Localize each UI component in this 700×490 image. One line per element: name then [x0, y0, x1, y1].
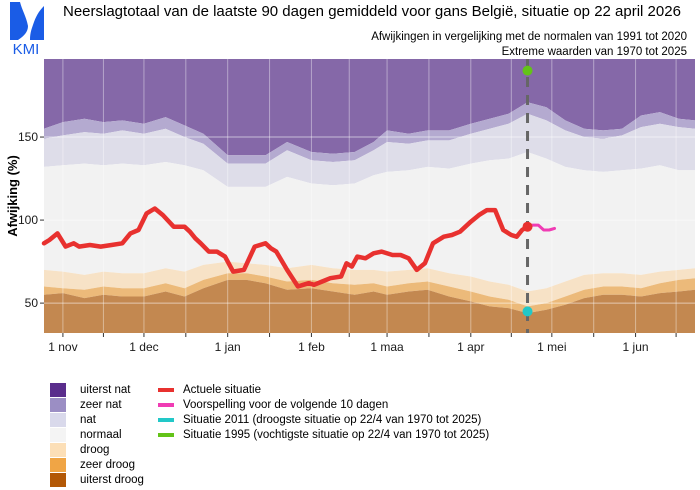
band-nat	[44, 113, 695, 187]
legend-label: normaal	[80, 428, 122, 441]
legend-label: Actuele situatie	[183, 383, 261, 396]
point-situatie-1995	[522, 65, 533, 76]
legend-label: zeer nat	[80, 398, 122, 411]
chart-subtitle-extremes: Extreme waarden van 1970 tot 2025	[501, 46, 687, 58]
point-situatie-2011	[522, 306, 533, 317]
legend-item: zeer droog	[50, 457, 144, 472]
band-normaal	[44, 152, 695, 292]
axes-layer: 50 100 150 1 nov 1 dec 1 jan 1 feb 1 maa 1 apr 1 …	[18, 130, 677, 354]
legend-swatch	[50, 457, 66, 472]
band-zeer-droog	[44, 273, 695, 314]
x-tick-label: 1 apr	[457, 340, 484, 354]
legend-label: droog	[80, 443, 110, 456]
legend-label: uiterst nat	[80, 383, 131, 396]
kmi-logo: KMI	[10, 2, 44, 56]
legend-swatch	[50, 472, 66, 487]
x-tick-label: 1 nov	[48, 340, 77, 354]
logo-text: KMI	[13, 41, 40, 56]
y-tick-label: 150	[18, 130, 38, 144]
legend-item: Actuele situatie	[158, 382, 489, 397]
series-actuele-situatie	[41, 206, 530, 289]
precipitation-chart: 50 100 150 1 nov 1 dec 1 jan 1 feb 1 maa 1 apr 1 …	[5, 59, 695, 354]
x-tick-label: 1 maa	[370, 340, 404, 354]
legend-item: Voorspelling voor de volgende 10 dagen	[158, 397, 489, 412]
grid-layer	[44, 59, 695, 333]
legend-label: Voorspelling voor de volgende 10 dagen	[183, 398, 389, 411]
legend-item: Situatie 2011 (droogste situatie op 22/4…	[158, 412, 489, 427]
x-tick-label: 1 feb	[298, 340, 325, 354]
legend-item: droog	[50, 442, 144, 457]
legend-bands: uiterst nat zeer nat nat normaal droog zeer d…	[50, 382, 144, 487]
legend-label: Situatie 2011 (droogste situatie op 22/4…	[183, 413, 482, 426]
legend-item: normaal	[50, 427, 144, 442]
legend-line-swatch	[158, 402, 174, 407]
legend-line-swatch	[158, 432, 174, 437]
y-tick-label: 50	[25, 296, 39, 310]
legend-swatch	[50, 382, 66, 397]
legend-swatch	[50, 412, 66, 427]
legend-line-swatch	[158, 417, 174, 422]
legend-item: nat	[50, 412, 144, 427]
logo-left-shape	[10, 2, 28, 40]
chart-subtitle-normals: Afwijkingen in vergelijking met de norma…	[371, 31, 687, 43]
bands-layer	[44, 59, 695, 333]
band-uiterst-droog	[44, 279, 695, 333]
legend-label: uiterst droog	[80, 473, 144, 486]
legend-lines: Actuele situatie Voorspelling voor de vol…	[158, 382, 489, 442]
x-tick-label: 1 dec	[129, 340, 158, 354]
legend-swatch	[50, 397, 66, 412]
legend-label: Situatie 1995 (vochtigste situatie op 22…	[183, 428, 490, 441]
legend-swatch	[50, 442, 66, 457]
band-droog	[44, 261, 695, 307]
x-tick-label: 1 jan	[215, 340, 241, 354]
band-uiterst-nat	[44, 59, 695, 156]
logo-right-shape	[30, 6, 44, 40]
y-axis-title: Afwijking (%)	[5, 155, 20, 237]
band-zeer-nat	[44, 102, 695, 164]
legend-label: zeer droog	[80, 458, 135, 471]
legend-swatch	[50, 427, 66, 442]
legend-item: Situatie 1995 (vochtigste situatie op 22…	[158, 427, 489, 442]
point-actueel	[522, 221, 533, 232]
legend-item: zeer nat	[50, 397, 144, 412]
legend-line-swatch	[158, 387, 174, 392]
y-tick-label: 100	[18, 213, 38, 227]
legend-label: nat	[80, 413, 96, 426]
chart-title: Neerslagtotaal van de laatste 90 dagen g…	[63, 3, 681, 20]
legend-item: uiterst nat	[50, 382, 144, 397]
x-tick-label: 1 mei	[537, 340, 566, 354]
legend-item: uiterst droog	[50, 472, 144, 487]
x-tick-label: 1 jun	[623, 340, 649, 354]
points-layer	[522, 65, 533, 317]
